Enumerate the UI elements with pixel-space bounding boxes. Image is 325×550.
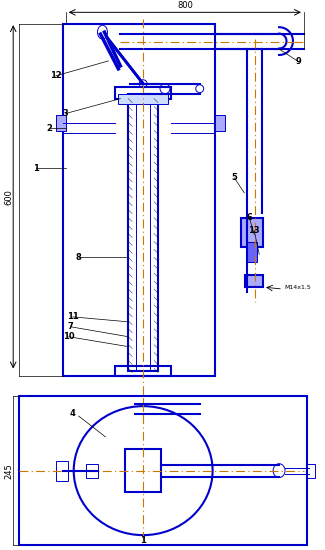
Bar (115, 87, 171, 98)
Text: 6: 6 (246, 213, 252, 222)
Text: 13: 13 (248, 226, 260, 235)
Text: 3: 3 (63, 109, 69, 118)
Bar (247, 243, 257, 262)
Bar (307, 464, 315, 477)
Text: 10: 10 (63, 332, 74, 341)
Text: 11: 11 (67, 312, 79, 321)
Text: 800: 800 (177, 1, 193, 10)
Text: 12: 12 (50, 72, 62, 80)
Bar (63, 24, 214, 376)
Text: 8: 8 (76, 253, 82, 262)
Bar (118, 94, 168, 103)
Text: 245: 245 (5, 463, 14, 478)
Bar (115, 366, 171, 376)
Bar (245, 275, 263, 287)
Bar (214, 116, 225, 131)
Bar (241, 218, 263, 248)
Bar (136, 94, 150, 371)
Text: 600: 600 (5, 189, 14, 205)
Text: 4: 4 (70, 409, 76, 417)
Text: M14x1.5: M14x1.5 (284, 284, 311, 290)
Bar (85, 464, 98, 477)
Text: 2: 2 (46, 124, 52, 133)
Text: 1: 1 (140, 536, 146, 544)
Text: 5: 5 (231, 173, 237, 183)
Text: 9: 9 (296, 57, 302, 67)
Bar (56, 461, 68, 481)
Bar (19, 396, 307, 545)
Bar (128, 94, 158, 371)
Bar (125, 449, 161, 492)
Text: 1: 1 (33, 163, 39, 173)
Bar (56, 116, 66, 131)
Text: 7: 7 (68, 322, 73, 331)
